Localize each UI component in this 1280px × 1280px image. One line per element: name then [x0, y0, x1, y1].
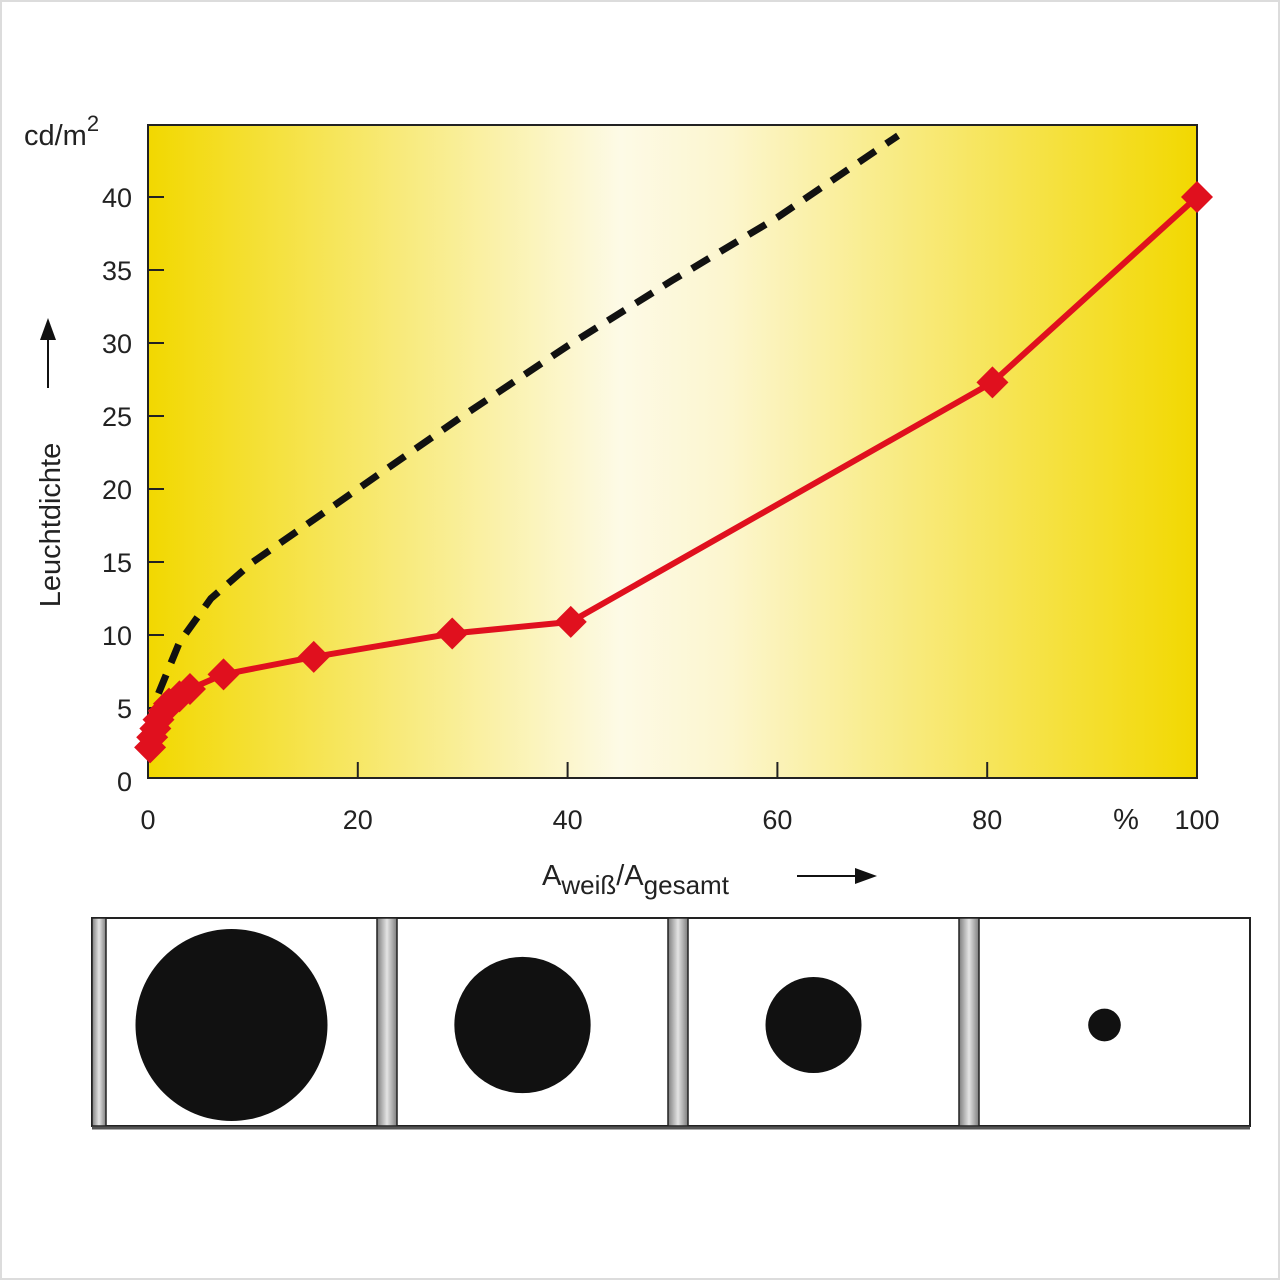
- y-axis-arrow-icon: [40, 318, 56, 388]
- y-tick-label: 40: [102, 183, 132, 213]
- black-dot: [1088, 1008, 1121, 1042]
- x-tick-label: 0: [140, 805, 155, 835]
- x-tick-label: 40: [553, 805, 583, 835]
- x-tick-label: 80: [972, 805, 1002, 835]
- panel-divider: [958, 917, 980, 1127]
- dashed-reference-line: [155, 132, 900, 695]
- x-axis-label: Aweiß/Agesamt: [542, 860, 730, 900]
- y-axis-label: Leuchtdichte: [35, 443, 67, 607]
- black-dot: [765, 977, 862, 1073]
- x-tick-label: 100: [1174, 805, 1219, 835]
- x-tick-label: 60: [762, 805, 792, 835]
- x-axis: 0 20 40 60 80 100: [140, 762, 1220, 835]
- y-tick-label: 35: [102, 256, 132, 286]
- y-tick-label: 5: [117, 694, 132, 724]
- data-point-marker: [976, 366, 1009, 399]
- y-tick-label: 15: [102, 548, 132, 578]
- plot-area: [147, 124, 1198, 779]
- data-point-marker: [173, 673, 206, 706]
- y-tick-label: 0: [117, 767, 132, 797]
- y-axis: 0 5 10 15 20 25 30 35 40: [102, 183, 164, 797]
- dot-panels: [91, 917, 1251, 1130]
- panel-divider: [91, 917, 107, 1127]
- series-layer: [134, 132, 1213, 764]
- data-point-marker: [207, 658, 240, 691]
- y-tick-label: 25: [102, 402, 132, 432]
- data-point-marker: [1181, 181, 1213, 213]
- panel-divider: [667, 917, 689, 1127]
- data-point-marker: [297, 640, 330, 673]
- x-tick-label: 20: [343, 805, 373, 835]
- data-point-marker: [554, 605, 587, 638]
- y-unit: cd/m2: [24, 111, 99, 152]
- y-tick-label: 20: [102, 475, 132, 505]
- x-axis-arrow-icon: [797, 868, 877, 884]
- data-point-marker: [436, 617, 469, 650]
- panel-divider: [376, 917, 398, 1127]
- y-tick-label: 30: [102, 329, 132, 359]
- black-dot: [454, 956, 591, 1094]
- black-dot: [135, 929, 328, 1121]
- y-tick-label: 10: [102, 621, 132, 651]
- x-unit: %: [1113, 804, 1139, 836]
